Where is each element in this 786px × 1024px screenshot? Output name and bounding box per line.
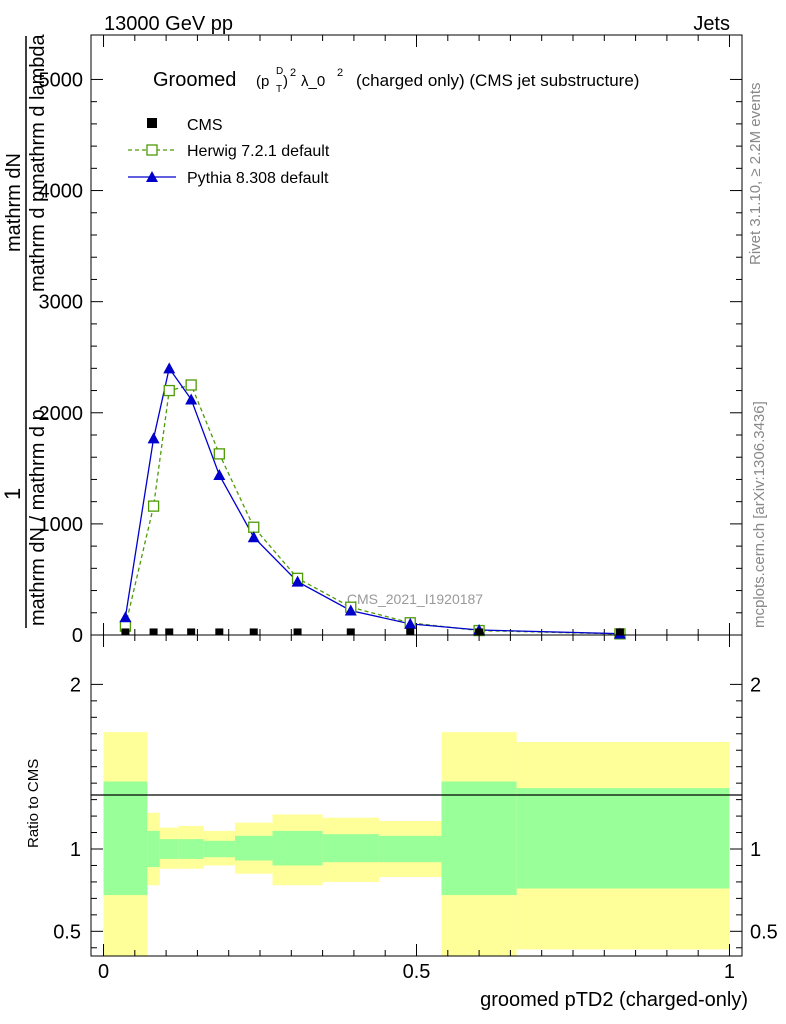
main-ytick-label: 0 xyxy=(72,625,83,647)
legend: CMS Herwig 7.2.1 default Pythia 8.308 de… xyxy=(128,117,330,187)
ylabel-one: 1 xyxy=(0,488,25,500)
ratio-ytick-label: 0.5 xyxy=(53,921,81,943)
ratio-band-inner xyxy=(234,835,273,861)
ratio-xtick-label: 1 xyxy=(724,961,735,983)
cms-point xyxy=(187,628,196,636)
ratio-yticks: 0.5 0.5 1 1 2 2 xyxy=(53,674,778,949)
cms-point xyxy=(165,628,174,636)
cms-point xyxy=(293,628,302,636)
title-suffix: (charged only) (CMS jet substructure) xyxy=(356,71,639,90)
pythia-point xyxy=(213,469,226,480)
cms-point xyxy=(249,628,258,636)
x-axis-label: groomed pTD2 (charged-only) xyxy=(480,989,748,1011)
ratio-band-inner xyxy=(203,840,235,858)
ratio-ytick-label-right: 1 xyxy=(750,839,761,861)
title-prefix: Groomed xyxy=(153,69,236,91)
cms-point xyxy=(615,628,624,636)
ratio-band-inner xyxy=(103,781,148,896)
main-ytick-label: 2000 xyxy=(39,403,84,425)
ratio-xtick-label: 0 xyxy=(98,961,109,983)
ylabel-den: mathrm dN / mathrm d p xyxy=(27,409,49,626)
main-ytick-label: 1000 xyxy=(39,514,84,536)
pythia-point xyxy=(147,432,160,444)
ratio-ylabel: Ratio to CMS xyxy=(25,759,42,848)
cms-point xyxy=(121,628,130,636)
ratio-ytick-label: 2 xyxy=(70,674,81,696)
legend-cms-marker xyxy=(147,118,157,128)
ratio-band-inner xyxy=(516,788,730,889)
cms-point xyxy=(215,628,224,636)
header-left: 13000 GeV pp xyxy=(104,13,233,35)
ylabel-num2: mathrm d p xyxy=(27,191,49,292)
herwig-point xyxy=(185,379,197,391)
header-right: Jets xyxy=(693,13,730,35)
ratio-xticks: 0 0.5 1 xyxy=(98,635,735,983)
main-ylabel: mathrm dN / mathrm d p 1 mathrm d p math… xyxy=(0,34,49,628)
ratio-ytick-label-right: 2 xyxy=(750,674,761,696)
cms-point xyxy=(346,628,355,636)
mcplots-label: mcplots.cern.ch [arXiv:1306.3436] xyxy=(751,401,768,628)
cms-point xyxy=(149,628,158,636)
ratio-band-inner xyxy=(272,830,323,866)
title-sup-d: D xyxy=(276,66,283,77)
herwig-point xyxy=(213,448,225,460)
title-p: (p xyxy=(256,73,269,90)
pythia-point xyxy=(163,362,176,374)
title-sub-t: T xyxy=(276,84,282,95)
ratio-band-inner xyxy=(159,839,179,859)
ratio-ytick-label-right: 0.5 xyxy=(750,921,778,943)
ratio-band-inner xyxy=(378,835,442,863)
herwig-point xyxy=(248,521,260,533)
pythia-point xyxy=(185,393,198,405)
main-plot: 0 1000 2000 3000 4000 5000 CMS_2021_I1920187 xyxy=(39,34,743,647)
pythia-point xyxy=(119,611,132,623)
main-series xyxy=(119,362,626,640)
title-sup-2: 2 xyxy=(290,67,296,79)
title-sup-2b: 2 xyxy=(337,67,343,79)
legend-herwig-marker xyxy=(146,144,158,156)
title-lambda: λ_0 xyxy=(301,73,325,90)
pythia-point xyxy=(247,531,260,543)
legend-pythia-label: Pythia 8.308 default xyxy=(187,170,329,187)
cms-point xyxy=(475,628,484,636)
ratio-xtick-label: 0.5 xyxy=(403,961,431,983)
cms-point xyxy=(406,628,415,636)
rivet-label: Rivet 3.1.10, ≥ 2.2M events xyxy=(747,83,764,266)
herwig-point xyxy=(163,384,175,397)
ratio-band-inner xyxy=(178,839,204,859)
pythia-point xyxy=(404,617,417,629)
ratio-band-inner xyxy=(147,830,160,868)
ratio-band-inner xyxy=(322,834,379,863)
ratio-bands xyxy=(103,732,730,956)
ratio-ytick-label: 1 xyxy=(70,839,81,861)
chart-title: Groomed (p D T ) 2 λ_0 2 (charged only) … xyxy=(153,66,639,95)
ylabel-num2-rest: mathrm d lambda xyxy=(27,34,49,190)
title-close: ) xyxy=(283,73,288,90)
herwig-point xyxy=(147,500,160,512)
legend-cms-label: CMS xyxy=(187,117,223,134)
ylabel-num: mathrm dN xyxy=(3,153,25,252)
main-yticks: 0 1000 2000 3000 4000 5000 xyxy=(39,69,742,647)
legend-herwig-label: Herwig 7.2.1 default xyxy=(187,143,330,160)
main-ytick-label: 4000 xyxy=(39,181,84,203)
ratio-plot: 0.5 0.51 12 2 0 0.5 1 xyxy=(53,634,778,983)
main-ytick-label: 3000 xyxy=(39,292,84,314)
main-ytick-label: 5000 xyxy=(39,69,84,91)
pythia-point xyxy=(344,604,357,616)
watermark: CMS_2021_I1920187 xyxy=(347,591,483,607)
legend-pythia-marker xyxy=(146,171,158,182)
ratio-band-inner xyxy=(441,781,517,896)
pythia-point xyxy=(291,575,304,587)
